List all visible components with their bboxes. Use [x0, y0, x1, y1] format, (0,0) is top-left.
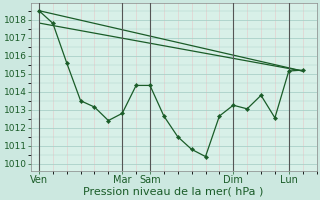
X-axis label: Pression niveau de la mer( hPa ): Pression niveau de la mer( hPa ): [84, 187, 264, 197]
